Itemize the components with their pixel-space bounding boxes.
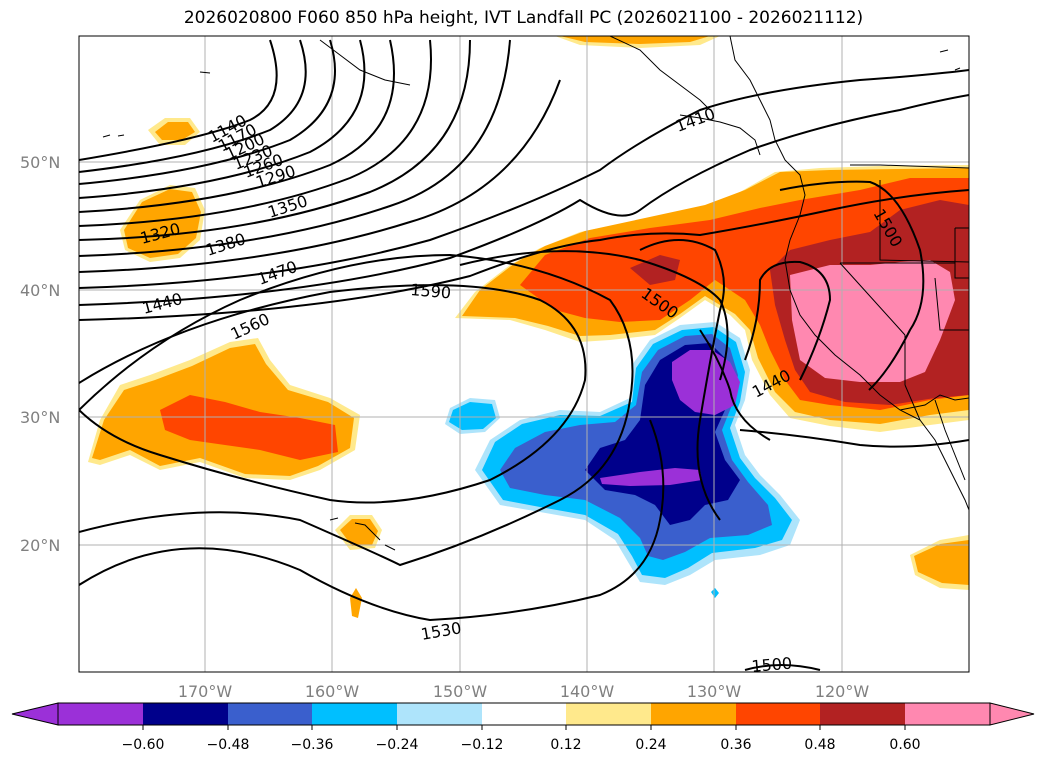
colorbar-segment: [58, 703, 143, 725]
colorbar-segment: [651, 703, 736, 725]
colorbar-tick-label: 0.60: [889, 737, 920, 753]
contour-label: 1590: [410, 280, 452, 302]
colorbar-segment: [228, 703, 312, 725]
colorbar-segment: [397, 703, 482, 725]
colorbar-tick-label: −0.48: [207, 737, 250, 753]
colorbar-tick-label: 0.12: [550, 737, 581, 753]
graticule: [79, 36, 969, 672]
lat-label: 20°N: [20, 536, 60, 555]
colorbar-max-extend: [989, 702, 1035, 726]
map-area: 1140 1170 1200 1230 1260 1290 1320 1350 …: [79, 36, 969, 676]
contour-label: 1500: [751, 654, 793, 676]
colorbar-tick-label: −0.60: [122, 737, 165, 753]
lon-label: 150°W: [433, 682, 488, 701]
colorbar-segment: [143, 703, 228, 725]
colorbar-tick-label: −0.36: [291, 737, 334, 753]
lat-label: 30°N: [20, 408, 60, 427]
lon-label: 160°W: [305, 682, 360, 701]
lon-label: 120°W: [815, 682, 870, 701]
colorbar-segment: [736, 703, 820, 725]
colorbar: −0.60 −0.48 −0.36 −0.24 −0.12 0.12 0.24 …: [11, 702, 1035, 753]
lon-label: 170°W: [178, 682, 233, 701]
colorbar-min-extend: [11, 702, 59, 726]
colorbar-segment: [905, 703, 990, 725]
lat-label: 50°N: [20, 153, 60, 172]
colorbar-tick-label: 0.36: [720, 737, 751, 753]
colorbar-tick-label: −0.12: [461, 737, 504, 753]
height-contours: [79, 39, 969, 671]
longitude-labels: 170°W 160°W 150°W 140°W 130°W 120°W: [178, 682, 870, 701]
lat-label: 40°N: [20, 281, 60, 300]
colorbar-segment: [820, 703, 905, 725]
lon-label: 140°W: [560, 682, 615, 701]
map-title: 2026020800 F060 850 hPa height, IVT Land…: [183, 8, 864, 28]
latitude-labels: 50°N 40°N 30°N 20°N: [20, 153, 60, 555]
colorbar-segment: [566, 703, 651, 725]
colorbar-segment: [312, 703, 397, 725]
lon-label: 130°W: [687, 682, 742, 701]
colorbar-segment: [482, 703, 566, 725]
colorbar-tick-label: −0.24: [376, 737, 419, 753]
colorbar-tick-label: 0.24: [635, 737, 666, 753]
map-frame: [78, 35, 970, 673]
colorbar-tick-label: 0.48: [804, 737, 835, 753]
